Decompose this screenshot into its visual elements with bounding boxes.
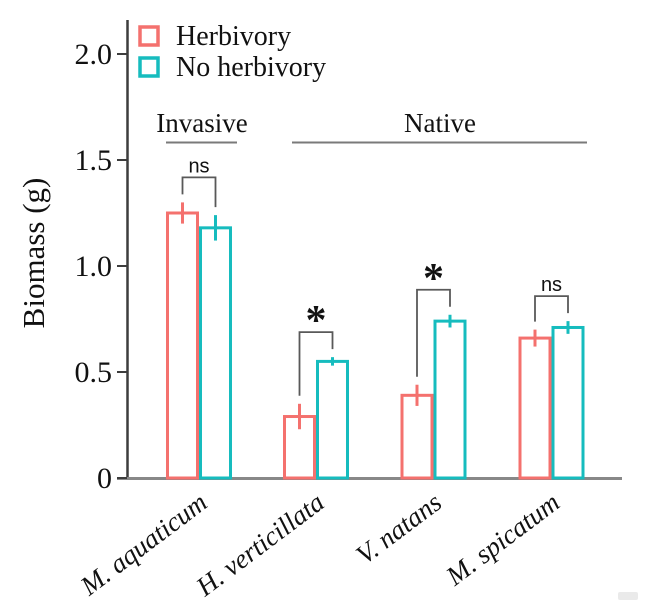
sig-bracket-1 (298, 331, 334, 396)
bar-no-herbivory-0 (199, 226, 232, 480)
bar-herbivory-2 (400, 393, 434, 480)
group-headers: Invasive Native (156, 108, 587, 144)
sig-star-label: * (423, 256, 444, 302)
x-category-label-3: M. spicatum (440, 487, 565, 592)
bar-herbivory-0 (166, 211, 199, 480)
x-category-label-0: M. aquaticum (74, 487, 213, 602)
x-category-label-1: H. verticillata (190, 487, 330, 603)
sig-bracket-0 (181, 176, 217, 208)
bar-herbivory-3 (518, 336, 552, 480)
error-bars (181, 202, 570, 430)
bars (166, 211, 585, 480)
sig-bracket-3 (534, 295, 569, 322)
legend: Herbivory No herbivory (138, 21, 326, 83)
bar-no-herbivory-3 (551, 325, 585, 480)
group-header-invasive: Invasive (156, 108, 247, 138)
bar-no-herbivory-1 (316, 359, 349, 480)
legend-swatch-herbivory (138, 25, 160, 47)
scan-artifact (618, 592, 638, 600)
bar-no-herbivory-2 (433, 319, 467, 480)
significance-brackets: ns * * ns (181, 155, 569, 396)
x-category-label-2: V. natans (350, 487, 447, 570)
group-header-native: Native (404, 108, 476, 138)
y-tick-label: 1.5 (75, 144, 113, 177)
y-tick-label: 0.5 (75, 356, 113, 389)
legend-label-no-herbivory: No herbivory (176, 52, 326, 83)
y-tick-label: 0 (97, 462, 112, 495)
sig-ns-label: ns (541, 274, 562, 296)
legend-label-herbivory: Herbivory (176, 21, 291, 52)
y-axis-label: Biomass (g) (16, 178, 51, 329)
sig-star-label: * (306, 298, 327, 344)
legend-swatch-no-herbivory (138, 56, 160, 78)
y-tick-label: 2.0 (75, 38, 113, 71)
y-tick-label: 1.0 (75, 250, 113, 283)
y-axis-ticks: 0 0.5 1.0 1.5 2.0 (75, 38, 127, 495)
sig-bracket-2 (416, 288, 451, 377)
sig-ns-label: ns (188, 155, 209, 177)
